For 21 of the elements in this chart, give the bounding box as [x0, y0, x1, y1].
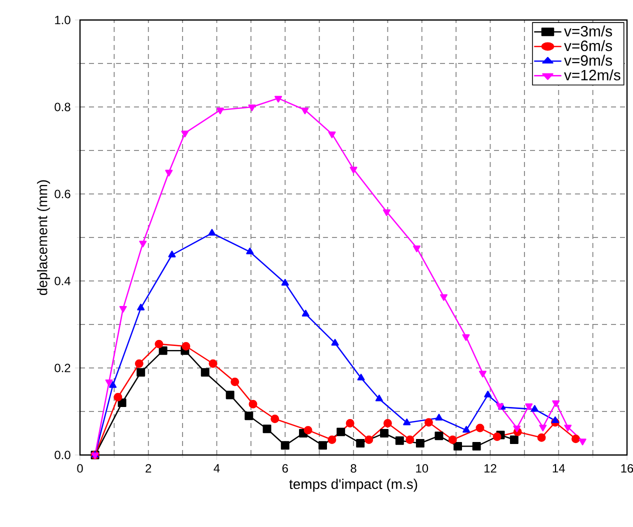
- y-tick-label: 1.0: [55, 16, 70, 24]
- x-tick-label: 16: [621, 464, 633, 473]
- legend-label: v=12m/s: [564, 69, 620, 80]
- x-tick-label: 8: [350, 464, 356, 473]
- y-tick-label: 0.8: [54, 102, 70, 112]
- y-tick-label: 0.6: [54, 190, 70, 198]
- x-tick-label: 10: [416, 464, 428, 473]
- x-tick-label: 6: [282, 464, 288, 473]
- x-tick-label: 14: [552, 464, 565, 472]
- legend-label: v=9m/s: [564, 54, 612, 66]
- x-tick-label: 4: [214, 464, 220, 472]
- legend-label: v=3m/s: [564, 26, 612, 37]
- x-tick-label: 2: [146, 464, 152, 473]
- x-tick-label: 12: [484, 464, 496, 473]
- x-tick-label: 0: [77, 464, 83, 473]
- legend-label: v=6m/s: [564, 40, 612, 52]
- y-tick-label: 0.0: [54, 450, 70, 460]
- x-axis-title: temps d'impact (m.s): [289, 478, 418, 492]
- y-tick-label: 0.4: [54, 276, 70, 286]
- y-tick-label: 0.2: [54, 364, 70, 372]
- y-axis-title: deplacement (mm): [37, 180, 50, 296]
